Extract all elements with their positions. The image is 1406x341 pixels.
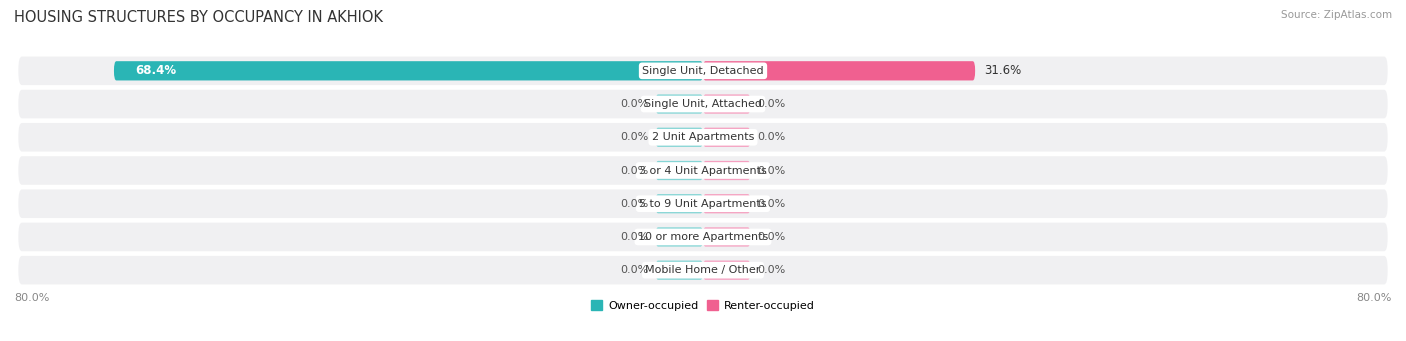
Text: 0.0%: 0.0% [620,199,648,209]
FancyBboxPatch shape [18,190,1388,218]
Text: Single Unit, Attached: Single Unit, Attached [644,99,762,109]
FancyBboxPatch shape [18,57,1388,85]
Text: 2 Unit Apartments: 2 Unit Apartments [652,132,754,142]
FancyBboxPatch shape [703,161,751,180]
FancyBboxPatch shape [655,161,703,180]
FancyBboxPatch shape [703,94,751,114]
Legend: Owner-occupied, Renter-occupied: Owner-occupied, Renter-occupied [586,296,820,315]
Text: 68.4%: 68.4% [135,64,177,77]
FancyBboxPatch shape [655,227,703,247]
Text: 31.6%: 31.6% [984,64,1021,77]
Text: 0.0%: 0.0% [758,99,786,109]
Text: 0.0%: 0.0% [620,232,648,242]
Text: 5 to 9 Unit Apartments: 5 to 9 Unit Apartments [640,199,766,209]
Text: 3 or 4 Unit Apartments: 3 or 4 Unit Apartments [640,165,766,176]
Text: 80.0%: 80.0% [14,293,49,303]
Text: 0.0%: 0.0% [620,99,648,109]
Text: 0.0%: 0.0% [620,132,648,142]
FancyBboxPatch shape [114,61,703,80]
FancyBboxPatch shape [703,61,976,80]
FancyBboxPatch shape [655,128,703,147]
Text: 0.0%: 0.0% [758,132,786,142]
Text: 0.0%: 0.0% [620,265,648,275]
Text: HOUSING STRUCTURES BY OCCUPANCY IN AKHIOK: HOUSING STRUCTURES BY OCCUPANCY IN AKHIO… [14,10,382,25]
FancyBboxPatch shape [703,261,751,280]
FancyBboxPatch shape [18,223,1388,251]
FancyBboxPatch shape [18,123,1388,151]
FancyBboxPatch shape [703,128,751,147]
Text: 0.0%: 0.0% [758,165,786,176]
Text: 0.0%: 0.0% [758,199,786,209]
FancyBboxPatch shape [703,194,751,213]
FancyBboxPatch shape [655,94,703,114]
Text: 80.0%: 80.0% [1357,293,1392,303]
Text: Mobile Home / Other: Mobile Home / Other [645,265,761,275]
FancyBboxPatch shape [18,256,1388,284]
FancyBboxPatch shape [18,156,1388,185]
Text: 0.0%: 0.0% [620,165,648,176]
Text: 0.0%: 0.0% [758,265,786,275]
Text: 10 or more Apartments: 10 or more Apartments [638,232,768,242]
Text: 0.0%: 0.0% [758,232,786,242]
Text: Source: ZipAtlas.com: Source: ZipAtlas.com [1281,10,1392,20]
FancyBboxPatch shape [703,227,751,247]
FancyBboxPatch shape [655,261,703,280]
FancyBboxPatch shape [655,194,703,213]
FancyBboxPatch shape [18,90,1388,118]
Text: Single Unit, Detached: Single Unit, Detached [643,66,763,76]
